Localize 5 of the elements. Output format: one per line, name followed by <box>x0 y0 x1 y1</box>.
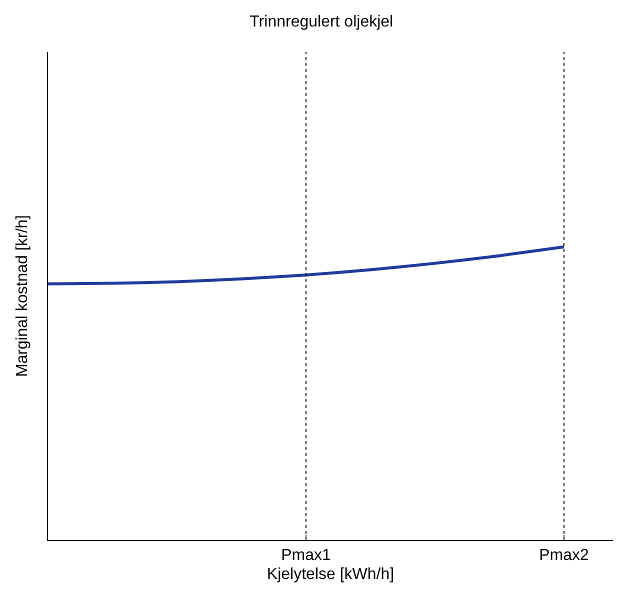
x-tick-label: Pmax1 <box>281 547 331 564</box>
chart-title: Trinnregulert oljekjel <box>250 13 394 30</box>
x-axis-title: Kjelytelse [kWh/h] <box>266 566 394 583</box>
y-axis-title: Marginal kostnad [kr/h] <box>14 215 31 377</box>
x-tick-label: Pmax2 <box>539 547 589 564</box>
